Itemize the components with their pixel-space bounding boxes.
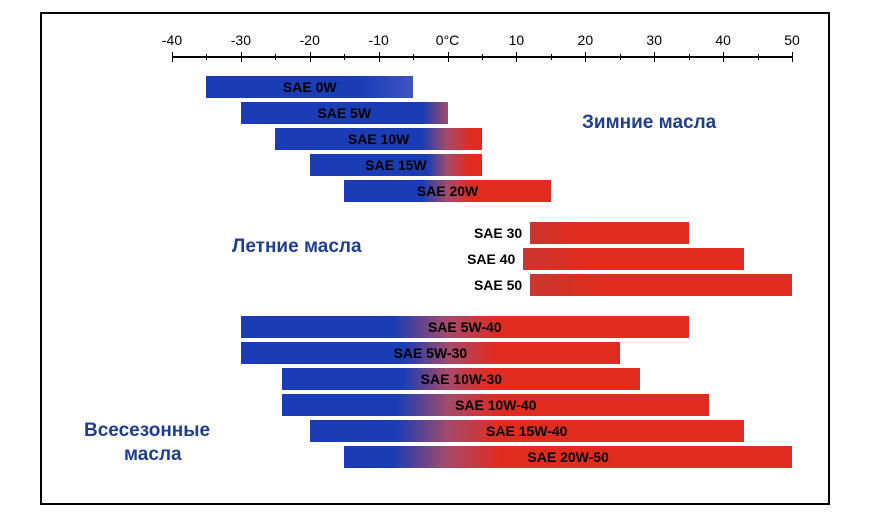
axis-tick-major [310,52,311,62]
bar-label: SAE 10W-40 [455,397,536,413]
axis-label: 10 [509,32,525,48]
bar-label: SAE 10W-30 [421,371,502,387]
axis-tick-minor [413,54,414,60]
axis-tick-major [654,52,655,62]
axis-tick-major [172,52,173,62]
chart-area: -40 -30 -20 -10 0°C 10 20 30 40 50 Зимние масла Лет… [42,14,828,503]
title-allseason-l1: Всесезонные [84,420,210,442]
title-allseason-l2: масла [124,444,182,466]
bar [530,222,688,244]
axis-tick-minor [206,54,207,60]
bar-label: SAE 5W-30 [394,345,468,361]
axis-label: -40 [162,32,182,48]
axis-label: 0°C [436,32,460,48]
bar-label: SAE 20W-50 [527,449,608,465]
bar-label: SAE 5W-40 [428,319,502,335]
axis-label: 30 [646,32,662,48]
title-summer: Летние масла [232,236,362,258]
axis-tick-major [241,52,242,62]
axis-tick-minor [620,54,621,60]
axis-label: 50 [784,32,800,48]
axis-tick-minor [344,54,345,60]
axis-tick-minor [689,54,690,60]
bar-label: SAE 20W [417,183,478,199]
axis-label: -10 [369,32,389,48]
bar [530,274,792,296]
title-winter: Зимние масла [582,112,716,134]
bar [523,248,743,270]
bar-label: SAE 15W-40 [486,423,567,439]
axis-tick-major [585,52,586,62]
chart-container: -40 -30 -20 -10 0°C 10 20 30 40 50 Зимние масла Лет… [40,12,830,505]
axis-tick-minor [758,54,759,60]
axis-label: -30 [231,32,251,48]
bar-label: SAE 0W [283,79,337,95]
bar-label: SAE 10W [348,131,409,147]
axis-label: 40 [715,32,731,48]
bar-label: SAE 40 [467,251,515,267]
axis-tick-minor [275,54,276,60]
bar-label: SAE 50 [474,277,522,293]
bar-label: SAE 5W [317,105,371,121]
axis-label: 20 [578,32,594,48]
axis-tick-major [448,52,449,62]
axis-tick-major [723,52,724,62]
axis-tick-minor [551,54,552,60]
axis-tick-major [792,52,793,62]
axis-tick-minor [482,54,483,60]
bar-label: SAE 30 [474,225,522,241]
bar-label: SAE 15W [365,157,426,173]
axis-tick-major [379,52,380,62]
axis-label: -20 [300,32,320,48]
axis-tick-major [516,52,517,62]
